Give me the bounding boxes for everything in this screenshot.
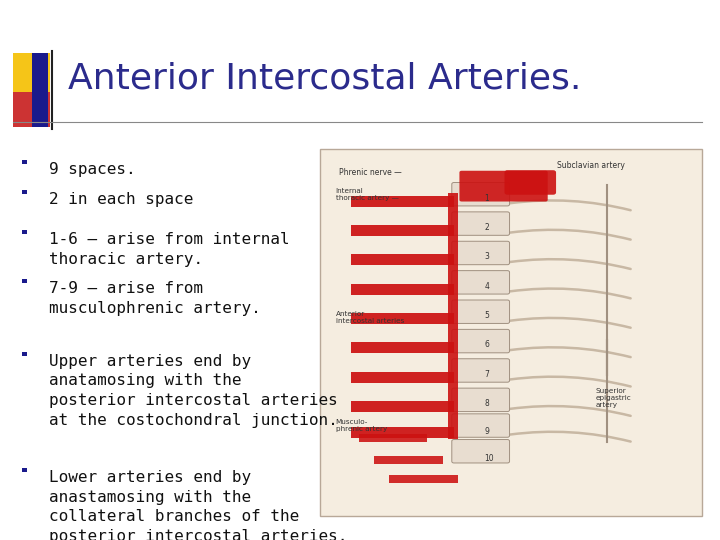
Bar [359, 434, 427, 442]
Bar [22, 279, 27, 283]
Text: 10: 10 [485, 454, 494, 463]
Text: 9 spaces.: 9 spaces. [49, 162, 135, 177]
Text: 1: 1 [485, 193, 489, 202]
Bar [32, 53, 48, 127]
FancyBboxPatch shape [452, 359, 510, 382]
Bar [22, 160, 27, 164]
Text: 8: 8 [485, 399, 489, 408]
Text: 5: 5 [485, 311, 490, 320]
Bar [320, 148, 702, 516]
Bar [351, 284, 454, 295]
Text: 2: 2 [485, 223, 489, 232]
Bar [351, 342, 454, 353]
Bar [351, 195, 454, 206]
FancyBboxPatch shape [452, 271, 510, 294]
Text: 9: 9 [485, 427, 490, 436]
Text: 6: 6 [485, 340, 490, 349]
Text: Anterior Intercostal Arteries.: Anterior Intercostal Arteries. [68, 62, 582, 95]
Bar [351, 372, 454, 383]
Text: Upper arteries end by
anatamosing with the
posterior intercostal arteries
at the: Upper arteries end by anatamosing with t… [49, 354, 338, 428]
Text: 7-9 – arise from
musculophrenic artery.: 7-9 – arise from musculophrenic artery. [49, 281, 261, 315]
Bar [351, 427, 454, 438]
FancyBboxPatch shape [452, 212, 510, 235]
FancyBboxPatch shape [452, 388, 510, 411]
Text: 7: 7 [485, 370, 490, 379]
Text: 2 in each space: 2 in each space [49, 192, 194, 207]
Bar [351, 401, 454, 412]
FancyBboxPatch shape [452, 183, 510, 206]
Bar [13, 88, 50, 127]
Text: 4: 4 [485, 282, 490, 291]
Bar [13, 53, 50, 92]
FancyBboxPatch shape [452, 440, 510, 463]
Text: Subclavian artery: Subclavian artery [557, 160, 625, 170]
Text: Anterior
intercostal arteries: Anterior intercostal arteries [336, 311, 404, 324]
FancyBboxPatch shape [452, 241, 510, 265]
FancyBboxPatch shape [452, 300, 510, 323]
Bar [351, 254, 454, 265]
Text: Lower arteries end by
anastamosing with the
collateral branches of the
posterior: Lower arteries end by anastamosing with … [49, 470, 347, 540]
Bar [22, 190, 27, 194]
FancyBboxPatch shape [505, 170, 556, 195]
Bar [449, 193, 458, 438]
Bar [351, 225, 454, 236]
Bar [351, 313, 454, 324]
Bar [22, 468, 27, 472]
FancyBboxPatch shape [452, 414, 510, 437]
FancyBboxPatch shape [459, 171, 548, 201]
Bar [22, 230, 27, 234]
Bar [22, 352, 27, 356]
Text: Superior
epigastric
artery: Superior epigastric artery [595, 388, 631, 408]
Text: 3: 3 [485, 252, 490, 261]
FancyBboxPatch shape [452, 329, 510, 353]
Bar [374, 456, 443, 464]
Text: Musculo-
phrenic artery: Musculo- phrenic artery [336, 419, 387, 432]
Text: 1-6 – arise from internal
thoracic artery.: 1-6 – arise from internal thoracic arter… [49, 232, 289, 267]
Bar [389, 475, 458, 483]
Text: Phrenic nerve —: Phrenic nerve — [340, 168, 402, 177]
Text: Internal
thoracic artery —: Internal thoracic artery — [336, 188, 399, 201]
